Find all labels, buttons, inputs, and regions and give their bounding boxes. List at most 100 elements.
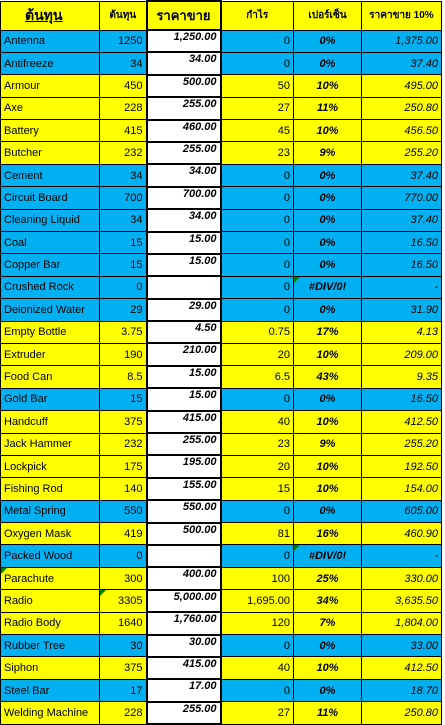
item-name-cell[interactable]: Circuit Board xyxy=(0,186,100,210)
price-plus-10-cell[interactable]: 4.13 xyxy=(361,320,442,344)
item-name-cell[interactable]: Handcuff xyxy=(0,410,100,434)
price-plus-10-cell[interactable]: - xyxy=(361,275,442,300)
cost-cell[interactable]: 232 xyxy=(99,141,147,165)
percent-cell[interactable]: 0% xyxy=(293,634,362,658)
price-plus-10-cell[interactable]: - xyxy=(361,544,442,568)
cost-cell[interactable]: 30 xyxy=(99,634,147,658)
item-name-cell[interactable]: Radio xyxy=(0,589,100,613)
sale-price-cell[interactable]: 15.00 xyxy=(145,252,222,278)
price-plus-10-cell[interactable]: 209.00 xyxy=(361,342,442,367)
profit-cell[interactable]: 0 xyxy=(220,544,294,568)
cost-cell[interactable]: 15 xyxy=(99,231,147,255)
profit-cell[interactable]: 0 xyxy=(220,231,294,255)
item-name-cell[interactable]: Packed Wood xyxy=(0,544,100,568)
price-plus-10-cell[interactable]: 31.90 xyxy=(361,298,442,322)
sale-price-cell[interactable]: 550.00 xyxy=(145,499,222,524)
profit-cell[interactable]: 0 xyxy=(220,387,294,412)
cost-cell[interactable]: 190 xyxy=(99,342,147,367)
percent-cell[interactable]: 0% xyxy=(293,208,362,233)
sale-price-cell[interactable]: 15.00 xyxy=(145,387,222,412)
percent-cell[interactable]: 17% xyxy=(293,320,362,344)
cost-cell[interactable]: 175 xyxy=(99,454,147,479)
sale-price-cell[interactable] xyxy=(145,543,222,569)
item-name-cell[interactable]: Copper Bar xyxy=(0,253,100,277)
price-plus-10-cell[interactable]: 456.50 xyxy=(361,119,442,143)
item-name-cell[interactable]: Battery xyxy=(0,119,100,143)
item-name-cell[interactable]: Gold Bar xyxy=(0,387,100,412)
header-price10-cell[interactable]: ราคาขาย 10% xyxy=(361,0,442,31)
price-plus-10-cell[interactable]: 192.50 xyxy=(361,454,442,479)
item-name-cell[interactable]: Cleaning Liquid xyxy=(0,208,100,233)
sale-price-cell[interactable]: 30.00 xyxy=(145,633,222,658)
profit-cell[interactable]: 20 xyxy=(220,454,294,479)
profit-cell[interactable]: 27 xyxy=(220,701,294,725)
cost-cell[interactable]: 419 xyxy=(99,522,147,546)
percent-cell[interactable]: 43% xyxy=(293,365,362,389)
price-plus-10-cell[interactable]: 770.00 xyxy=(361,186,442,210)
item-name-cell[interactable]: Steel Bar xyxy=(0,678,100,703)
profit-cell[interactable]: 1,695.00 xyxy=(220,589,294,613)
price-plus-10-cell[interactable]: 412.50 xyxy=(361,410,442,434)
price-plus-10-cell[interactable]: 250.80 xyxy=(361,701,442,725)
item-name-cell[interactable]: Deionized Water xyxy=(0,298,100,322)
percent-cell[interactable]: 0% xyxy=(293,29,362,53)
profit-cell[interactable]: 0 xyxy=(220,51,294,76)
price-plus-10-cell[interactable]: 255.20 xyxy=(361,141,442,165)
percent-cell[interactable]: 0% xyxy=(293,298,362,322)
sale-price-cell[interactable]: 34.00 xyxy=(145,163,222,188)
cost-cell[interactable]: 17 xyxy=(99,678,147,703)
cost-cell[interactable]: 228 xyxy=(99,96,147,121)
cost-cell[interactable]: 34 xyxy=(99,163,147,188)
profit-cell[interactable]: 15 xyxy=(220,477,294,501)
cost-cell[interactable]: 375 xyxy=(99,656,147,680)
sale-price-cell[interactable]: 500.00 xyxy=(145,73,222,99)
profit-cell[interactable]: 0 xyxy=(220,634,294,658)
sale-price-cell[interactable]: 15.00 xyxy=(145,364,222,390)
profit-cell[interactable]: 0 xyxy=(220,275,294,300)
percent-cell[interactable]: 10% xyxy=(293,342,362,367)
item-name-cell[interactable]: Coal xyxy=(0,231,100,255)
price-plus-10-cell[interactable]: 9.35 xyxy=(361,365,442,389)
price-plus-10-cell[interactable]: 37.40 xyxy=(361,208,442,233)
price-plus-10-cell[interactable]: 1,375.00 xyxy=(361,29,442,53)
sale-price-cell[interactable]: 195.00 xyxy=(145,454,222,479)
item-name-cell[interactable]: Antifreeze xyxy=(0,51,100,76)
price-plus-10-cell[interactable]: 154.00 xyxy=(361,477,442,501)
item-name-cell[interactable]: Welding Machine xyxy=(0,701,100,725)
percent-cell[interactable]: 0% xyxy=(293,163,362,188)
profit-cell[interactable]: 20 xyxy=(220,342,294,367)
cost-cell[interactable]: 140 xyxy=(99,477,147,501)
cost-cell[interactable]: 34 xyxy=(99,208,147,233)
sale-price-cell[interactable]: 1,760.00 xyxy=(145,611,222,636)
percent-cell[interactable]: 0% xyxy=(293,51,362,76)
profit-cell[interactable]: 0.75 xyxy=(220,320,294,344)
percent-cell[interactable]: 34% xyxy=(293,589,362,613)
cost-cell[interactable]: 415 xyxy=(99,119,147,143)
profit-cell[interactable]: 0 xyxy=(220,678,294,703)
item-name-cell[interactable]: Butcher xyxy=(0,141,100,165)
cost-cell[interactable]: 0 xyxy=(99,544,147,568)
header-cost-cell[interactable]: ต้นทุน xyxy=(99,0,147,31)
sale-price-cell[interactable]: 34.00 xyxy=(145,51,222,76)
profit-cell[interactable]: 0 xyxy=(220,298,294,322)
profit-cell[interactable]: 0 xyxy=(220,208,294,233)
percent-cell[interactable]: #DIV/0! xyxy=(293,275,362,300)
cost-cell[interactable]: 3305 xyxy=(99,589,147,613)
sale-price-cell[interactable]: 700.00 xyxy=(145,185,222,211)
profit-cell[interactable]: 81 xyxy=(220,522,294,546)
sale-price-cell[interactable]: 34.00 xyxy=(145,208,222,233)
percent-cell[interactable]: 0% xyxy=(293,231,362,255)
profit-cell[interactable]: 100 xyxy=(220,566,294,591)
sale-price-cell[interactable]: 255.00 xyxy=(145,96,222,121)
cost-cell[interactable]: 34 xyxy=(99,51,147,76)
profit-cell[interactable]: 45 xyxy=(220,119,294,143)
item-name-cell[interactable]: Extruder xyxy=(0,342,100,367)
price-plus-10-cell[interactable]: 255.20 xyxy=(361,432,442,456)
cost-cell[interactable]: 29 xyxy=(99,298,147,322)
profit-cell[interactable]: 27 xyxy=(220,96,294,121)
price-plus-10-cell[interactable]: 250.80 xyxy=(361,96,442,121)
percent-cell[interactable]: 7% xyxy=(293,611,362,636)
item-name-cell[interactable]: Food Can xyxy=(0,365,100,389)
profit-cell[interactable]: 40 xyxy=(220,410,294,434)
price-plus-10-cell[interactable]: 330.00 xyxy=(361,566,442,591)
